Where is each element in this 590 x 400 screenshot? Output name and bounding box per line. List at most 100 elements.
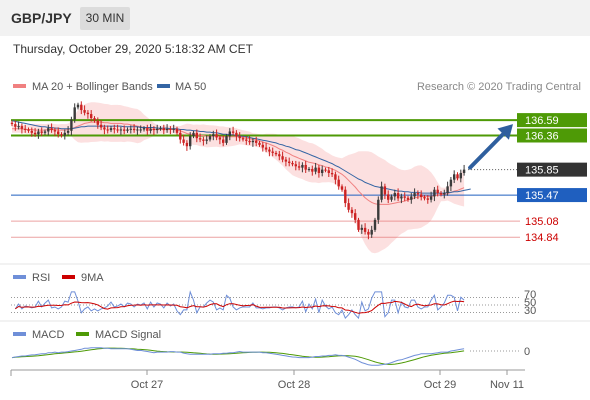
candle [73, 103, 76, 123]
candle-body [423, 197, 426, 199]
candle [80, 101, 83, 115]
candle-body [66, 130, 70, 133]
legend-rsi-swatch [13, 275, 26, 279]
candle-body [175, 128, 179, 133]
candle [14, 120, 17, 131]
candle [17, 121, 20, 130]
level-label-bg [517, 162, 587, 177]
candle-body [327, 170, 330, 173]
candle [116, 124, 119, 133]
candle [149, 124, 152, 134]
candle [380, 181, 383, 203]
candle-body [304, 164, 307, 170]
rsi-line [14, 290, 465, 320]
candle-body [396, 193, 400, 199]
candle-body [17, 126, 20, 128]
candle-body [291, 162, 294, 165]
candle [268, 146, 271, 157]
candle-body [103, 127, 106, 130]
candle-body [189, 136, 192, 147]
candle-body [429, 196, 433, 200]
candle [278, 150, 281, 161]
candle-body [462, 169, 466, 173]
source-label: Research © 2020 Trading Central [417, 81, 581, 93]
legend-rsi-ma-swatch [62, 275, 75, 279]
candle-body [459, 172, 462, 179]
candle-body [149, 128, 152, 131]
level-label-bg [517, 188, 587, 203]
candle-body [228, 131, 231, 137]
macd-signal-line [11, 347, 465, 365]
candle-body [238, 136, 241, 139]
level-label-3: 135.47 [517, 188, 587, 203]
candle-body [192, 132, 195, 137]
candle-body [314, 167, 317, 172]
bollinger-band-area [12, 102, 465, 254]
candle-body [241, 138, 245, 140]
candle [60, 132, 63, 138]
candle [76, 102, 80, 110]
candle-body [33, 132, 37, 135]
candle [400, 193, 403, 204]
candle-body [96, 120, 99, 125]
candle [215, 129, 218, 141]
candle [459, 169, 462, 183]
candle [443, 189, 446, 199]
level-label-bg [517, 113, 587, 128]
candle [264, 142, 268, 153]
candle-body [231, 131, 235, 133]
candle-body [344, 189, 347, 204]
candle-body [47, 128, 50, 132]
forecast-arrow-shaft [468, 128, 509, 170]
rsi-ma-line [15, 300, 465, 314]
candle [53, 127, 57, 137]
candle [344, 186, 347, 208]
candle-body [406, 197, 410, 200]
candle-body [360, 227, 363, 230]
legend-macd-swatch [13, 332, 26, 336]
candle-body [37, 131, 40, 135]
candle [146, 124, 149, 135]
candle [40, 127, 43, 137]
candle [132, 124, 136, 133]
candle-body [90, 114, 93, 119]
macd-pane [11, 347, 520, 366]
candle [93, 116, 96, 123]
candle [462, 164, 466, 176]
candle [406, 195, 410, 202]
symbol-label: GBP/JPY [11, 10, 72, 26]
candle [258, 140, 261, 147]
level-label-0: 136.59 [517, 113, 587, 128]
candle [350, 207, 354, 218]
level-label-text: 134.84 [525, 232, 559, 244]
candle-body [123, 129, 126, 131]
candle [387, 190, 390, 204]
candle [169, 126, 172, 135]
candle-body [264, 147, 268, 150]
candle [271, 147, 274, 157]
candle [251, 138, 255, 147]
candle [238, 132, 241, 142]
legend-macd-label: MACD [32, 329, 64, 341]
timeframe-button[interactable]: 30 MIN [80, 7, 130, 30]
candle-body [245, 139, 248, 141]
rsi-pane [11, 290, 520, 320]
candle-body [139, 129, 142, 131]
candle-body [383, 186, 387, 195]
candle-body [393, 193, 396, 197]
candle-body [350, 209, 354, 214]
candle [446, 181, 449, 196]
candle [142, 126, 146, 132]
candle-body [169, 128, 172, 130]
candle [307, 166, 311, 172]
candle-body [337, 179, 340, 187]
candle [373, 217, 377, 232]
candle-body [156, 128, 159, 131]
candle-body [297, 166, 301, 168]
candle [63, 129, 66, 140]
level-label-text: 135.08 [525, 216, 559, 228]
candle-body [426, 198, 429, 200]
candle-body [446, 186, 449, 194]
candle-body [400, 196, 403, 199]
